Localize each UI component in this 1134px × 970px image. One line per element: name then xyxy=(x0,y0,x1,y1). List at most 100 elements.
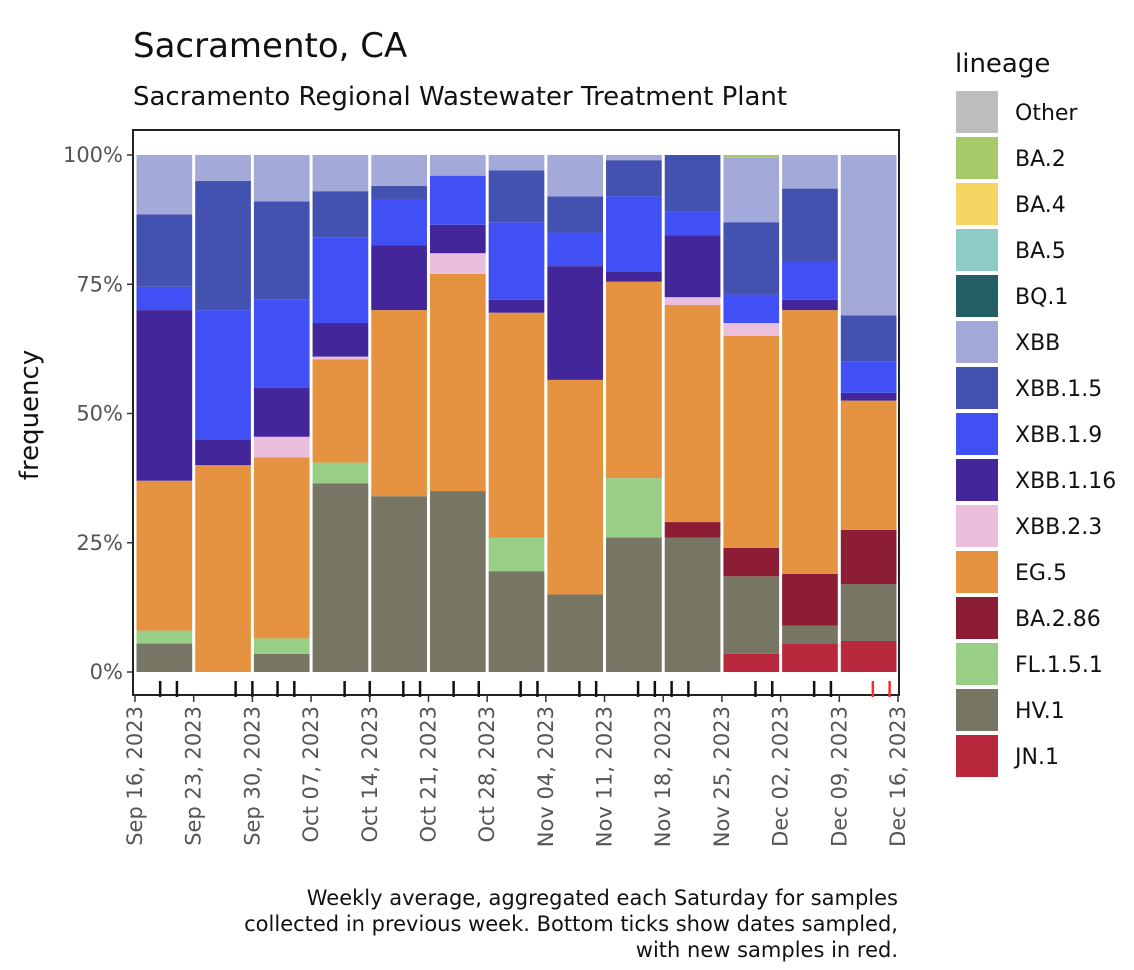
bar-segment-xbb-1-16 xyxy=(840,392,897,401)
y-tick-label: 75% xyxy=(76,272,123,296)
bar-nov-18-2023 xyxy=(664,155,721,672)
legend: Other BA.2 BA.4 BA.5 BQ.1 XBB XBB.1.5 XBB.1.9 XB… xyxy=(956,91,1116,777)
legend-label: FL.1.5.1 xyxy=(1015,653,1103,678)
legend-swatch xyxy=(956,459,998,501)
bar-oct-21-2023 xyxy=(429,155,486,672)
bar-segment-xbb-2-3 xyxy=(664,297,721,305)
bar-nov-04-2023 xyxy=(547,155,604,672)
bar-segment-xbb-1-5 xyxy=(312,191,369,238)
legend-item-jn-1: JN.1 xyxy=(956,735,1059,777)
legend-swatch xyxy=(956,643,998,685)
legend-label: XBB.1.5 xyxy=(1015,377,1102,402)
bar-segment-xbb xyxy=(253,155,310,202)
bar-segment-xbb-1-5 xyxy=(136,214,193,287)
bar-sep-23-2023 xyxy=(195,155,251,672)
legend-item-eg-5: EG.5 xyxy=(956,551,1067,593)
legend-item-ba-4: BA.4 xyxy=(956,183,1066,225)
bar-dec-09-2023 xyxy=(840,155,897,672)
bar-segment-hv-1 xyxy=(371,496,427,672)
legend-swatch xyxy=(956,183,998,225)
bar-nov-25-2023 xyxy=(723,155,780,672)
bar-segment-xbb-1-16 xyxy=(782,299,838,311)
legend-item-xbb-1-9: XBB.1.9 xyxy=(956,413,1102,455)
x-tick-label: Dec 09, 2023 xyxy=(827,706,851,847)
legend-item-xbb-2-3: XBB.2.3 xyxy=(956,505,1102,547)
bar-segment-ba-2-86 xyxy=(723,547,780,577)
legend-swatch xyxy=(956,367,998,409)
bar-segment-xbb-1-9 xyxy=(253,299,310,388)
bar-segment-xbb-1-9 xyxy=(782,260,838,300)
legend-swatch xyxy=(956,413,998,455)
legend-item-ba-5: BA.5 xyxy=(956,229,1066,271)
bar-segment-xbb-1-16 xyxy=(547,266,604,380)
bar-segment-xbb xyxy=(723,157,780,223)
x-tick-label: Sep 16, 2023 xyxy=(123,706,147,846)
caption-line-1: Weekly average, aggregated each Saturday… xyxy=(307,886,898,910)
bar-segment-xbb-1-9 xyxy=(840,361,897,393)
legend-item-hv-1: HV.1 xyxy=(956,689,1065,731)
bar-segment-xbb-1-5 xyxy=(371,186,427,199)
bar-segment-eg-5 xyxy=(429,273,486,492)
plot-panel xyxy=(132,129,900,696)
x-tick-label: Oct 14, 2023 xyxy=(358,706,382,843)
bar-segment-xbb-1-16 xyxy=(488,299,545,313)
legend-label: BA.5 xyxy=(1015,239,1066,264)
legend-item-xbb-1-5: XBB.1.5 xyxy=(956,367,1102,409)
bar-segment-eg-5 xyxy=(136,480,193,631)
y-tick-label: 50% xyxy=(76,402,123,426)
bar-segment-xbb-1-9 xyxy=(195,310,251,440)
bar-segment-xbb-1-5 xyxy=(664,155,721,212)
legend-item-other: Other xyxy=(956,91,1078,133)
x-tick-label: Oct 28, 2023 xyxy=(475,706,499,843)
bar-segment-hv-1 xyxy=(840,584,897,641)
legend-label: BA.4 xyxy=(1015,193,1066,218)
legend-label: JN.1 xyxy=(1013,745,1059,770)
x-tick-label: Dec 16, 2023 xyxy=(886,706,910,847)
bar-segment-xbb xyxy=(840,155,897,316)
bar-segment-xbb-1-16 xyxy=(136,310,193,481)
legend-label: XBB.1.9 xyxy=(1015,423,1102,448)
bar-segment-xbb-1-16 xyxy=(606,271,662,282)
bar-segment-xbb-1-16 xyxy=(195,439,251,466)
bar-segment-ba-2-86 xyxy=(782,573,838,626)
bar-segment-hv-1 xyxy=(723,576,780,654)
bar-segment-fl-1-5-1 xyxy=(136,630,193,644)
bar-segment-eg-5 xyxy=(371,310,427,497)
legend-swatch xyxy=(956,689,998,731)
bar-segment-eg-5 xyxy=(312,359,369,463)
y-tick-label: 0% xyxy=(90,660,123,684)
bar-segment-eg-5 xyxy=(253,457,310,639)
legend-label: BA.2 xyxy=(1015,147,1066,172)
bar-segment-xbb xyxy=(488,155,545,171)
legend-label: XBB.2.3 xyxy=(1015,515,1102,540)
bar-segment-xbb-1-16 xyxy=(664,235,721,298)
bar-segment-hv-1 xyxy=(312,483,369,672)
x-tick-label: Sep 23, 2023 xyxy=(182,706,206,846)
x-tick-label: Nov 11, 2023 xyxy=(593,706,617,847)
bar-segment-xbb-1-9 xyxy=(312,237,369,324)
bar-segment-xbb-1-5 xyxy=(253,201,310,300)
bar-segment-ba-2-86 xyxy=(664,522,721,538)
legend-label: BA.2.86 xyxy=(1015,607,1101,632)
x-tick-label: Nov 18, 2023 xyxy=(651,706,675,847)
bar-segment-eg-5 xyxy=(547,379,604,595)
bar-segment-eg-5 xyxy=(606,281,662,479)
legend-swatch xyxy=(956,275,998,317)
bar-segment-xbb-2-3 xyxy=(253,436,310,458)
legend-label: BQ.1 xyxy=(1015,285,1068,310)
bar-oct-14-2023 xyxy=(371,155,427,672)
bar-segment-fl-1-5-1 xyxy=(606,478,662,538)
x-axis: Sep 16, 2023 Sep 23, 2023 Sep 30, 2023 Oct … xyxy=(123,695,910,847)
bar-segment-xbb-1-9 xyxy=(547,232,604,267)
bar-segment-xbb-2-3 xyxy=(429,253,486,274)
bar-segment-ba-2-86 xyxy=(840,529,897,585)
bar-segment-xbb xyxy=(136,155,193,215)
bar-segment-xbb-1-16 xyxy=(253,387,310,437)
bar-oct-07-2023 xyxy=(312,155,369,672)
bar-segment-eg-5 xyxy=(782,310,838,574)
sample-ticks xyxy=(158,681,891,697)
y-axis: 0% 25% 50% 75% 100% xyxy=(63,143,133,684)
bar-segment-xbb xyxy=(782,155,838,189)
caption-line-3: with new samples in red. xyxy=(636,938,898,962)
bar-segment-eg-5 xyxy=(195,465,251,672)
